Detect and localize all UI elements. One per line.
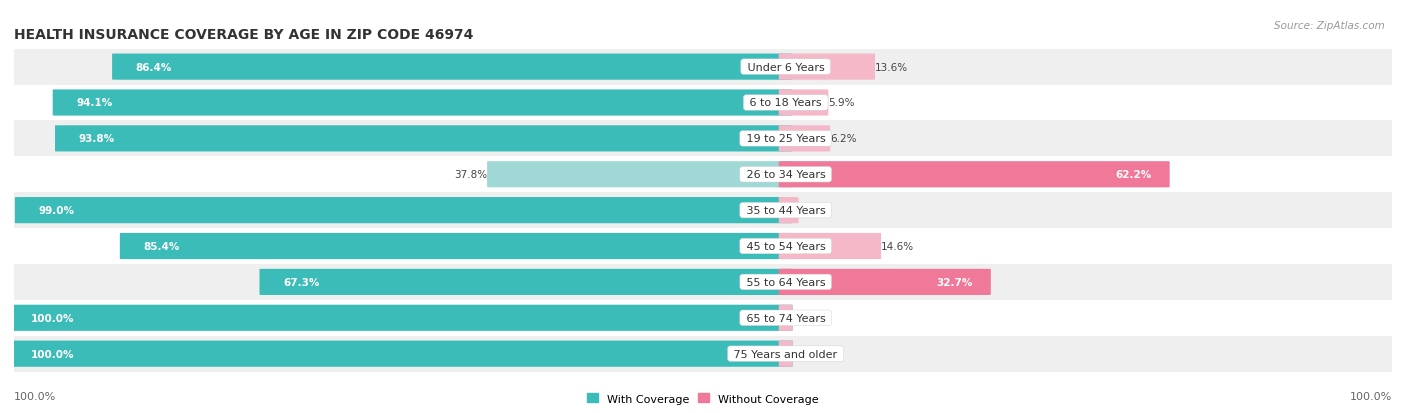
Text: 14.6%: 14.6% — [882, 242, 914, 252]
Bar — [14, 193, 1392, 228]
Text: 100.0%: 100.0% — [31, 349, 75, 359]
Text: 99.0%: 99.0% — [38, 206, 75, 216]
FancyBboxPatch shape — [779, 341, 793, 367]
Text: HEALTH INSURANCE COVERAGE BY AGE IN ZIP CODE 46974: HEALTH INSURANCE COVERAGE BY AGE IN ZIP … — [14, 28, 474, 41]
FancyBboxPatch shape — [112, 55, 793, 81]
Text: 55 to 64 Years: 55 to 64 Years — [742, 277, 828, 287]
Legend: With Coverage, Without Coverage: With Coverage, Without Coverage — [582, 389, 824, 408]
Text: 62.2%: 62.2% — [1115, 170, 1152, 180]
FancyBboxPatch shape — [779, 269, 991, 295]
Text: 35 to 44 Years: 35 to 44 Years — [742, 206, 828, 216]
FancyBboxPatch shape — [779, 233, 882, 259]
Text: 6.2%: 6.2% — [830, 134, 856, 144]
Text: Source: ZipAtlas.com: Source: ZipAtlas.com — [1274, 21, 1385, 31]
Bar — [14, 121, 1392, 157]
Bar — [14, 157, 1392, 193]
Text: 67.3%: 67.3% — [283, 277, 319, 287]
Text: 6 to 18 Years: 6 to 18 Years — [747, 98, 825, 108]
FancyBboxPatch shape — [486, 162, 793, 188]
Bar — [14, 264, 1392, 300]
Text: 100.0%: 100.0% — [31, 313, 75, 323]
FancyBboxPatch shape — [55, 126, 793, 152]
FancyBboxPatch shape — [779, 126, 830, 152]
Text: 13.6%: 13.6% — [875, 62, 908, 72]
Text: 100.0%: 100.0% — [1350, 391, 1392, 401]
Text: 65 to 74 Years: 65 to 74 Years — [742, 313, 828, 323]
FancyBboxPatch shape — [7, 305, 793, 331]
Text: 19 to 25 Years: 19 to 25 Years — [742, 134, 828, 144]
Text: 94.1%: 94.1% — [76, 98, 112, 108]
Bar — [14, 85, 1392, 121]
Text: 0.0%: 0.0% — [793, 349, 818, 359]
FancyBboxPatch shape — [7, 341, 793, 367]
Bar — [14, 228, 1392, 264]
Text: 0.0%: 0.0% — [793, 313, 818, 323]
FancyBboxPatch shape — [52, 90, 793, 116]
FancyBboxPatch shape — [779, 162, 1170, 188]
FancyBboxPatch shape — [260, 269, 793, 295]
Text: 37.8%: 37.8% — [454, 170, 486, 180]
FancyBboxPatch shape — [779, 55, 875, 81]
Text: 26 to 34 Years: 26 to 34 Years — [742, 170, 828, 180]
Bar — [14, 300, 1392, 336]
Text: 85.4%: 85.4% — [143, 242, 180, 252]
Text: 100.0%: 100.0% — [14, 391, 56, 401]
FancyBboxPatch shape — [779, 197, 799, 224]
Text: 5.9%: 5.9% — [828, 98, 855, 108]
FancyBboxPatch shape — [120, 233, 793, 259]
FancyBboxPatch shape — [15, 197, 793, 224]
Text: 45 to 54 Years: 45 to 54 Years — [742, 242, 828, 252]
Text: 75 Years and older: 75 Years and older — [730, 349, 841, 359]
Text: 32.7%: 32.7% — [936, 277, 973, 287]
Text: 93.8%: 93.8% — [79, 134, 114, 144]
Text: 86.4%: 86.4% — [135, 62, 172, 72]
FancyBboxPatch shape — [779, 305, 793, 331]
FancyBboxPatch shape — [779, 90, 828, 116]
Text: Under 6 Years: Under 6 Years — [744, 62, 828, 72]
Bar — [14, 336, 1392, 372]
Text: 1.0%: 1.0% — [799, 206, 825, 216]
Bar — [14, 50, 1392, 85]
